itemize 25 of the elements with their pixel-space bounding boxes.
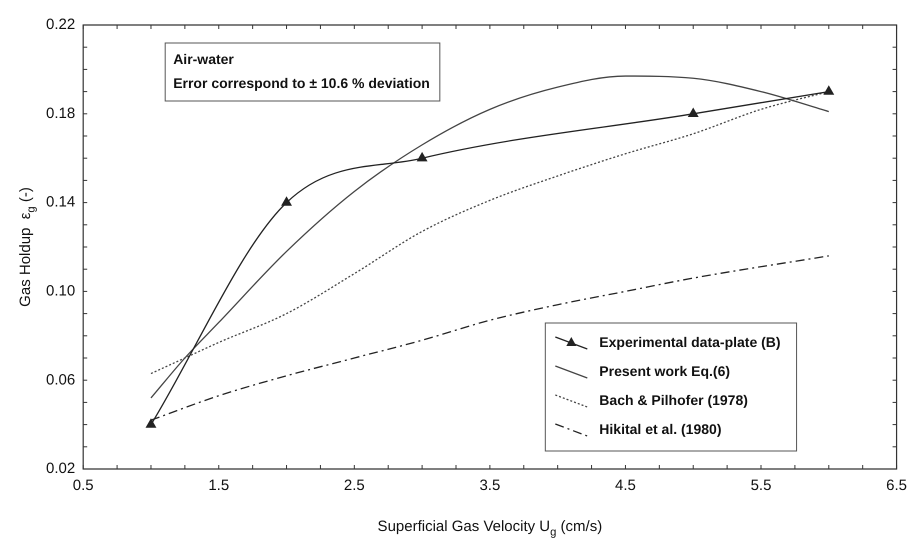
x-tick-label: 2.5 [344, 477, 365, 494]
x-tick-label: 6.5 [886, 477, 908, 494]
y-tick-label: 0.06 [46, 371, 76, 388]
y-tick-label: 0.02 [46, 460, 76, 478]
point [146, 418, 156, 428]
legend-label: Bach & Pilhofer (1978) [599, 392, 748, 408]
x-tick-label: 0.5 [72, 477, 94, 494]
y-tick-label: 0.14 [46, 194, 76, 211]
annotation: Error correspond to ± 10.6 % deviation [173, 74, 430, 91]
x-tick-label: 3.5 [479, 477, 500, 494]
y-axis-title: Gas Holdup εg (-) [17, 187, 38, 307]
x-tick-label: 5.5 [750, 477, 772, 494]
legend-label: Hikital et al. (1980) [599, 420, 722, 437]
point [417, 152, 428, 162]
y-tick-label: 0.18 [46, 104, 76, 122]
point [824, 86, 834, 95]
annotation: Air-water [173, 50, 234, 67]
y-tick-label: 0.22 [46, 16, 76, 34]
legend-label: Present work Eq.(6) [599, 362, 730, 379]
x-tick-label: 4.5 [615, 477, 636, 494]
legend-label: Experimental data-plate (B) [599, 334, 781, 350]
y-tick-label: 0.10 [46, 282, 76, 300]
point [688, 108, 698, 117]
point [282, 196, 292, 206]
x-tick-label: 1.5 [208, 477, 230, 494]
